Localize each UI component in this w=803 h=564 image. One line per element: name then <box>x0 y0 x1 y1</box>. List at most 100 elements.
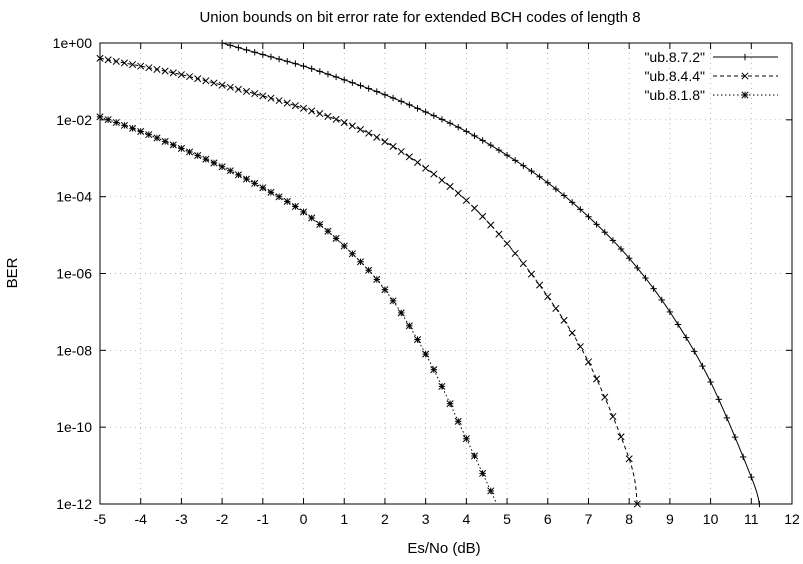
series-1 <box>218 39 763 508</box>
series-point <box>283 99 291 107</box>
series-point <box>495 230 503 238</box>
series-point <box>625 455 633 463</box>
series-point <box>251 90 259 98</box>
series-point <box>373 275 381 283</box>
series-point <box>177 144 185 152</box>
series-point <box>218 163 226 171</box>
legend-label: "ub.8.4.4" <box>644 68 705 84</box>
x-tick-label: 0 <box>300 511 308 527</box>
x-axis-label: Es/No (dB) <box>407 540 480 557</box>
x-tick-label: 6 <box>544 511 552 527</box>
series-point <box>462 196 470 204</box>
series-point <box>161 137 169 145</box>
series-point <box>487 487 495 495</box>
series-point <box>96 113 104 121</box>
series-point <box>487 221 495 229</box>
series-point <box>177 71 185 79</box>
series-point <box>576 343 584 351</box>
y-tick-label: 1e-06 <box>56 266 92 282</box>
series-point <box>422 164 430 172</box>
series-point <box>397 147 405 156</box>
series-point <box>397 309 405 317</box>
series-point <box>365 266 373 274</box>
series-point <box>120 59 128 67</box>
series-point <box>365 129 373 137</box>
series-point <box>381 138 389 146</box>
x-tick-label: -2 <box>216 511 229 527</box>
series-point <box>324 112 332 120</box>
y-tick-label: 1e-04 <box>56 189 92 205</box>
series-point <box>194 151 202 160</box>
x-tick-label: -4 <box>134 511 147 527</box>
series-point <box>405 322 413 330</box>
legend-marker <box>741 72 749 80</box>
series-point <box>202 77 210 85</box>
x-tick-label: 10 <box>703 511 719 527</box>
series-point <box>145 131 153 139</box>
series-point <box>422 350 430 358</box>
series-point <box>527 270 536 278</box>
series-point <box>405 153 413 161</box>
series-point <box>389 142 397 150</box>
series-point <box>129 60 137 69</box>
ticks: -5 -4 -3 -2 -1 0 1 2 3 4 5 6 7 8 9 10 11 121e+001e-021e-0… <box>53 35 800 527</box>
series-point <box>251 179 259 187</box>
series-point <box>519 259 527 268</box>
series-point <box>185 73 194 81</box>
series-point <box>96 54 104 62</box>
series-point <box>584 358 593 366</box>
series-point <box>462 435 470 443</box>
series-point <box>194 75 202 83</box>
series-point <box>316 110 324 118</box>
series-point <box>104 56 112 64</box>
series-point <box>242 175 251 183</box>
series-point <box>373 133 381 141</box>
grid <box>100 43 792 504</box>
series-point <box>267 94 275 102</box>
series-point <box>454 189 462 197</box>
series-point <box>259 92 267 100</box>
series-point <box>381 286 389 294</box>
series-point <box>389 297 397 305</box>
series-point <box>308 107 316 115</box>
series-point <box>552 304 560 312</box>
series-point <box>299 104 308 112</box>
series-point <box>470 204 479 212</box>
x-tick-label: 5 <box>503 511 511 527</box>
series-point <box>291 202 299 210</box>
series-point <box>283 197 291 205</box>
y-tick-label: 1e-08 <box>56 342 92 358</box>
series-point <box>210 159 218 167</box>
series-point <box>332 234 340 242</box>
series-point <box>348 122 356 130</box>
x-tick-label: 7 <box>585 511 593 527</box>
x-tick-label: 12 <box>784 511 800 527</box>
series-point <box>169 69 177 77</box>
series-point <box>479 212 487 220</box>
x-tick-label: 4 <box>462 511 470 527</box>
series-point <box>202 155 210 163</box>
series-point <box>511 249 519 257</box>
series-point <box>234 171 242 179</box>
series-point <box>332 115 340 123</box>
y-tick-label: 1e-10 <box>56 419 92 435</box>
series-point <box>104 116 112 124</box>
series-point <box>185 148 194 156</box>
series-point <box>169 141 177 149</box>
series-point <box>348 250 356 258</box>
series-point <box>340 242 348 250</box>
series-point <box>275 97 283 105</box>
series-point <box>153 65 161 73</box>
y-tick-label: 1e+00 <box>53 35 93 51</box>
legend-label: "ub.8.7.2" <box>644 49 705 65</box>
series-point <box>112 118 120 127</box>
series-point <box>226 83 234 91</box>
x-tick-label: 11 <box>744 511 759 527</box>
series-point <box>112 57 120 65</box>
x-tick-label: -3 <box>175 511 188 527</box>
series-point <box>153 134 161 142</box>
series-point <box>259 184 267 192</box>
series-point <box>633 500 641 508</box>
series-point <box>218 81 226 89</box>
